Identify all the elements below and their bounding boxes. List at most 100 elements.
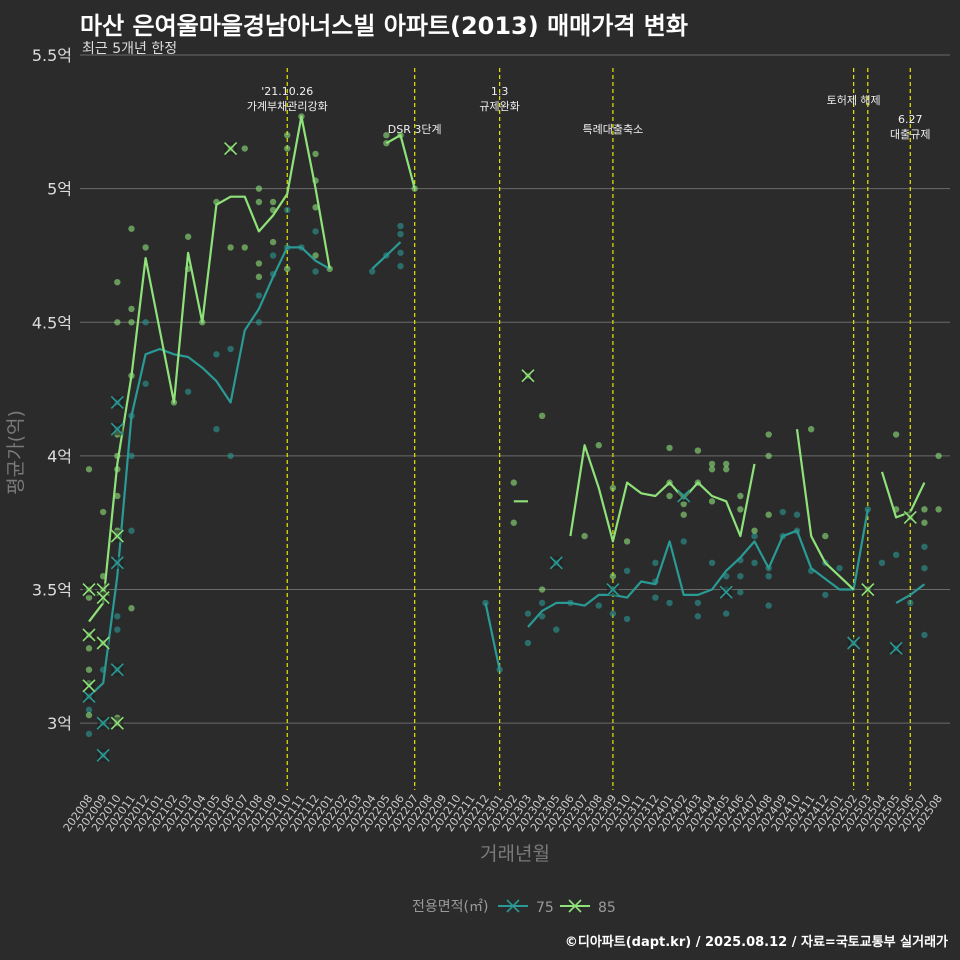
scatter-point: [369, 268, 376, 275]
scatter-point: [114, 278, 121, 286]
y-tick-label: 5.5억: [32, 46, 72, 65]
scatter-point: [666, 599, 673, 607]
event-label: 토허제 해제: [827, 93, 881, 107]
scatter-point: [793, 511, 801, 518]
event-label: 대출규제: [890, 128, 930, 141]
scatter-point: [708, 460, 716, 468]
scatter-point: [751, 532, 758, 540]
scatter-point: [397, 249, 404, 256]
scatter-point: [907, 599, 914, 607]
scatter-point: [652, 594, 659, 601]
scatter-point: [864, 506, 871, 513]
series-line-85: [88, 115, 926, 623]
cross-marker-75: [96, 748, 110, 762]
cross-marker-85: [110, 529, 124, 543]
scatter-point: [694, 613, 702, 620]
scatter-point: [723, 610, 730, 617]
cross-marker-stroke: [549, 556, 563, 570]
y-tick-label: 4억: [47, 447, 72, 466]
scatter-point: [765, 572, 772, 580]
x-axis-title: 거래년월: [480, 843, 550, 865]
scatter-point: [284, 131, 291, 139]
cross-marker-stroke: [110, 663, 124, 677]
cross-marker-stroke: [110, 716, 124, 730]
scatter-point: [227, 452, 234, 460]
y-tick-label: 4.5억: [32, 313, 72, 332]
cross-marker-75: [110, 556, 124, 570]
scatter-point: [241, 244, 248, 251]
cross-marker-85: [96, 590, 110, 605]
scatter-point: [581, 532, 588, 540]
event-label: '21.10.26: [261, 85, 313, 98]
event-label: DSR 3단계: [388, 123, 442, 136]
scatter-point: [836, 564, 843, 572]
cross-marker-stroke: [82, 628, 96, 642]
scatter-point: [538, 599, 546, 607]
scatter-point: [666, 492, 673, 500]
scatter-point: [114, 492, 121, 500]
scatter-point: [99, 508, 107, 516]
scatter-point: [595, 602, 602, 609]
legend-label: 75: [536, 900, 554, 916]
y-tick-label: 5억: [47, 180, 72, 199]
scatter-point: [312, 252, 319, 259]
scatter-point: [85, 730, 93, 738]
scatter-point: [921, 564, 928, 572]
scatter-point: [666, 444, 673, 452]
cross-marker-75: [110, 422, 124, 436]
cross-marker-75: [82, 689, 96, 704]
cross-marker-75: [96, 716, 110, 730]
scatter-point: [921, 631, 928, 639]
cross-marker-stroke: [224, 141, 238, 156]
cross-marker-stroke: [110, 422, 124, 436]
scatter-point: [85, 711, 93, 719]
cross-marker-75: [606, 582, 620, 597]
scatter-point: [85, 594, 93, 601]
scatter-point: [227, 345, 234, 353]
cross-marker-stroke: [847, 636, 861, 650]
scatter-point: [184, 388, 192, 395]
scatter-point: [751, 527, 758, 534]
scatter-point: [609, 484, 617, 492]
scatter-point: [892, 431, 900, 438]
scatter-point: [680, 500, 687, 508]
scatter-point: [708, 498, 716, 505]
scatter-point: [723, 466, 730, 473]
scatter-point: [411, 185, 418, 192]
scatter-point: [538, 412, 546, 420]
cross-marker-75: [677, 489, 691, 503]
scatter-point: [114, 319, 121, 326]
y-tick-label: 3.5억: [32, 581, 72, 600]
scatter-point: [807, 425, 815, 433]
scatter-point: [524, 610, 532, 617]
scatter-point: [284, 145, 291, 152]
source-caption: ©디아파트(dapt.kr) / 2025.08.12 / 자료=국토교통부 실…: [564, 935, 948, 950]
scatter-point: [623, 567, 631, 575]
cross-marker-stroke: [82, 679, 96, 693]
scatter-point: [538, 613, 546, 620]
scatter-point: [85, 645, 93, 652]
cross-marker-75: [847, 636, 861, 650]
chart-subtitle: 최근 5개년 한정: [82, 41, 178, 57]
scatter-point: [737, 589, 744, 596]
cross-marker-85: [82, 679, 96, 693]
scatter-point: [779, 508, 787, 516]
scatter-point: [269, 252, 277, 259]
scatter-point: [822, 532, 829, 540]
legend: 전용면적(㎡) 75 85: [412, 899, 616, 916]
scatter-point: [737, 492, 744, 500]
cross-marker-stroke: [110, 556, 124, 570]
scatter-point: [737, 506, 744, 513]
cross-marker-75: [889, 641, 903, 655]
scatter-point: [538, 586, 546, 593]
cross-marker-stroke: [606, 582, 620, 597]
scatter-point: [397, 262, 404, 270]
scatter-point: [595, 442, 602, 449]
scatter-point: [312, 204, 319, 211]
scatter-point: [652, 559, 659, 567]
scatter-point: [269, 238, 277, 246]
scatter-point: [85, 666, 93, 673]
cross-marker-stroke: [82, 582, 96, 597]
scatter-point: [128, 225, 135, 232]
series-line-75: [88, 241, 926, 698]
